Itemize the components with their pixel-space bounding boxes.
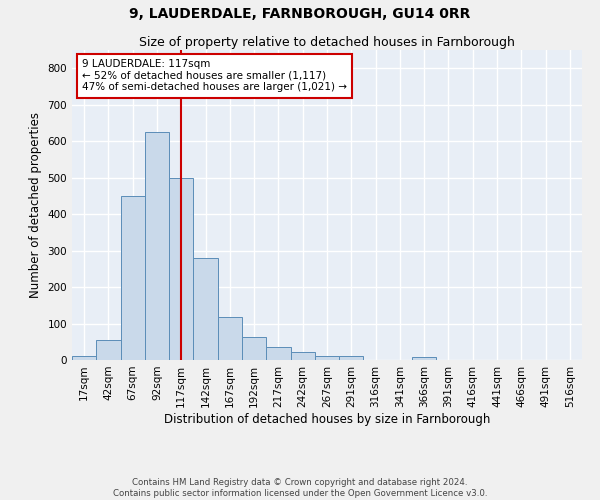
Bar	[72, 356, 96, 360]
X-axis label: Distribution of detached houses by size in Farnborough: Distribution of detached houses by size …	[164, 412, 490, 426]
Bar	[242, 338, 266, 360]
Bar	[290, 352, 315, 360]
Text: 9 LAUDERDALE: 117sqm
← 52% of detached houses are smaller (1,117)
47% of semi-de: 9 LAUDERDALE: 117sqm ← 52% of detached h…	[82, 60, 347, 92]
Bar	[121, 196, 145, 360]
Text: Contains HM Land Registry data © Crown copyright and database right 2024.
Contai: Contains HM Land Registry data © Crown c…	[113, 478, 487, 498]
Bar	[96, 340, 121, 360]
Bar	[169, 178, 193, 360]
Bar	[145, 132, 169, 360]
Title: Size of property relative to detached houses in Farnborough: Size of property relative to detached ho…	[139, 36, 515, 49]
Bar	[412, 357, 436, 360]
Bar	[315, 356, 339, 360]
Bar	[218, 317, 242, 360]
Text: 9, LAUDERDALE, FARNBOROUGH, GU14 0RR: 9, LAUDERDALE, FARNBOROUGH, GU14 0RR	[130, 8, 470, 22]
Y-axis label: Number of detached properties: Number of detached properties	[29, 112, 42, 298]
Bar	[339, 356, 364, 360]
Bar	[266, 347, 290, 360]
Bar	[193, 258, 218, 360]
